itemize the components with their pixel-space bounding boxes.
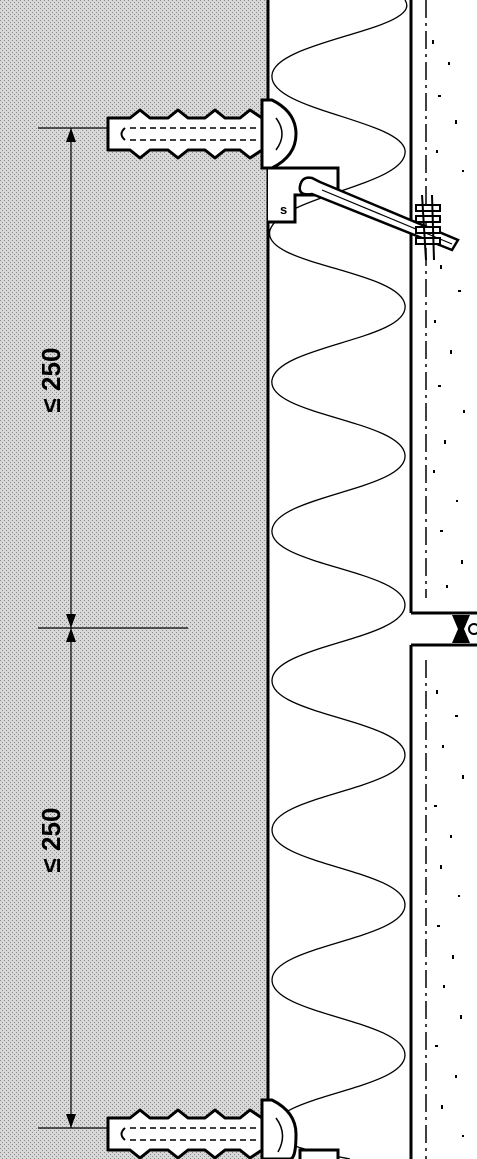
dimension-lines	[38, 127, 188, 1129]
panel-joint-icon	[452, 615, 477, 643]
panel-fastener-icon	[415, 194, 441, 261]
wall-plug-screw-icon-lower	[106, 1098, 340, 1159]
panel-speckles-upper	[432, 40, 465, 588]
facade-panel-lower	[409, 643, 477, 1159]
bracket-label: s	[280, 202, 287, 217]
dimension-label-lower: ≤ 250	[36, 808, 66, 873]
panel-speckles-lower	[434, 690, 464, 1137]
insulation-wave	[269, 0, 408, 1159]
dimension-label-upper: ≤ 250	[36, 348, 66, 413]
masonry-wall	[0, 0, 268, 1159]
facade-panel-upper	[409, 0, 477, 615]
wall-plug-screw-icon	[106, 98, 298, 170]
